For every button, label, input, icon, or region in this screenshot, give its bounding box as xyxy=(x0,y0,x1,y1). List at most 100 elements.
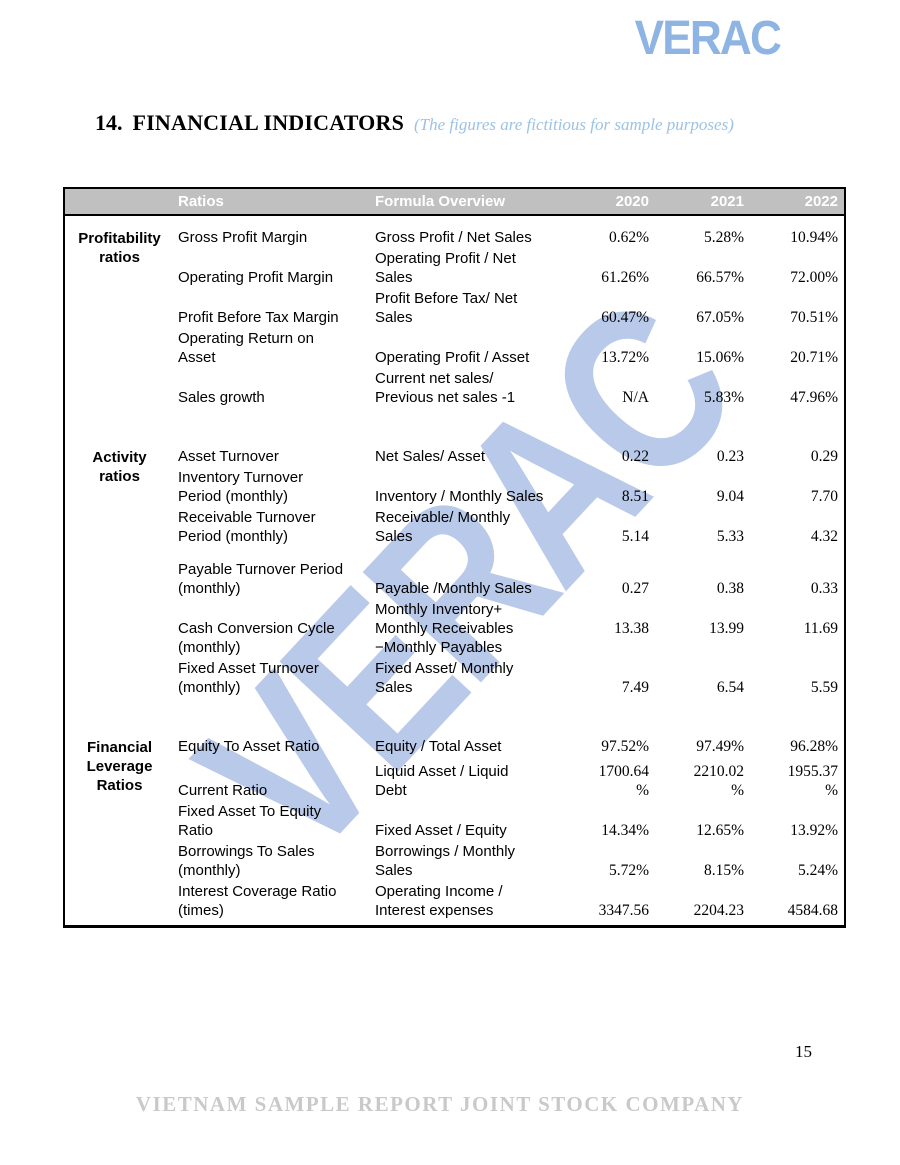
table-row: Sales growth Current net sales/ Previous… xyxy=(174,369,848,407)
formula: Operating Profit / Net Sales xyxy=(375,250,516,286)
value-2022: 20.71% xyxy=(790,349,838,366)
value-2020: 8.51 xyxy=(621,488,649,505)
ratio-name: Equity To Asset Ratio xyxy=(178,738,320,755)
formula: Profit Before Tax/ Net Sales xyxy=(375,290,518,326)
value-2021: 5.28% xyxy=(703,229,744,246)
value-2022: 4.32 xyxy=(810,528,838,545)
formula: Monthly Inventory+ Monthly Receivables −… xyxy=(375,601,514,656)
value-2022: 10.94% xyxy=(790,229,838,246)
col-header-2020: 2020 xyxy=(615,193,649,210)
formula: Equity / Total Asset xyxy=(375,738,502,755)
formula: Operating Income / Interest expenses xyxy=(375,883,503,919)
formula: Fixed Asset / Equity xyxy=(375,822,507,839)
value-2021: 0.23 xyxy=(716,448,744,465)
table-row: Borrowings To Sales (monthly) Borrowings… xyxy=(174,842,848,880)
value-2020: 14.34% xyxy=(601,822,649,839)
value-2022: 5.59 xyxy=(810,679,838,696)
group-rows: Gross Profit Margin Gross Profit / Net S… xyxy=(174,228,848,407)
ratio-name: Fixed Asset Turnover (monthly) xyxy=(178,660,319,696)
group-rows: Asset Turnover Net Sales/ Asset 0.22 0.2… xyxy=(174,447,848,697)
ratio-name: Profit Before Tax Margin xyxy=(178,309,339,326)
ratio-name: Gross Profit Margin xyxy=(178,229,308,246)
value-2020: N/A xyxy=(622,389,649,406)
table-body: Profitability ratios Gross Profit Margin… xyxy=(65,216,844,925)
value-2021: 5.33 xyxy=(716,528,744,545)
company-footer: VIETNAM SAMPLE REPORT JOINT STOCK COMPAN… xyxy=(135,1092,745,1116)
ratio-name: Interest Coverage Ratio (times) xyxy=(178,883,337,919)
value-2022: 1955.37 % xyxy=(787,763,838,799)
col-header-ratios: Ratios xyxy=(178,193,224,210)
group-separator xyxy=(65,697,844,737)
ratio-name: Current Ratio xyxy=(178,782,268,799)
value-2020: 1700.64 % xyxy=(598,763,649,799)
value-2022: 96.28% xyxy=(790,738,838,755)
section-heading: 14. FINANCIAL INDICATORS (The figures are… xyxy=(95,110,734,136)
value-2021: 67.05% xyxy=(696,309,744,326)
group-separator xyxy=(65,407,844,447)
table-row: Fixed Asset Turnover (monthly) Fixed Ass… xyxy=(174,659,848,697)
formula: Fixed Asset/ Monthly Sales xyxy=(375,660,514,696)
table-header-row: Ratios Formula Overview 2020 2021 2022 xyxy=(65,189,844,216)
value-2020: 60.47% xyxy=(601,309,649,326)
section-number: 14. xyxy=(95,110,123,135)
table-row: Operating Profit Margin Operating Profit… xyxy=(174,249,848,287)
table-row: Current Ratio Liquid Asset / Liquid Debt… xyxy=(174,762,848,800)
table-row: Inventory Turnover Period (monthly) Inve… xyxy=(174,468,848,506)
value-2022: 13.92% xyxy=(790,822,838,839)
group-label: Financial Leverage Ratios xyxy=(86,739,153,794)
table-row: Profit Before Tax Margin Profit Before T… xyxy=(174,289,848,327)
ratio-name: Cash Conversion Cycle (monthly) xyxy=(178,620,335,656)
formula: Borrowings / Monthly Sales xyxy=(375,843,516,879)
value-2021: 97.49% xyxy=(696,738,744,755)
col-header-2022: 2022 xyxy=(804,193,838,210)
table-row: Interest Coverage Ratio (times) Operatin… xyxy=(174,882,848,920)
group-profitability-ratios: Profitability ratios Gross Profit Margin… xyxy=(65,228,844,407)
value-2022: 0.29 xyxy=(810,448,838,465)
ratio-name: Operating Profit Margin xyxy=(178,269,334,286)
formula: Net Sales/ Asset xyxy=(375,448,486,465)
value-2020: 0.27 xyxy=(621,580,649,597)
col-header-2021: 2021 xyxy=(710,193,744,210)
ratio-name: Sales growth xyxy=(178,389,265,406)
formula: Current net sales/ Previous net sales -1 xyxy=(375,370,516,406)
group-label: Activity ratios xyxy=(92,449,147,485)
ratio-name: Inventory Turnover Period (monthly) xyxy=(178,469,304,505)
value-2020: 13.72% xyxy=(601,349,649,366)
formula: Gross Profit / Net Sales xyxy=(375,229,532,246)
verac-logo: VERAC xyxy=(634,12,782,65)
value-2020: 0.62% xyxy=(608,229,649,246)
financial-indicators-table: Ratios Formula Overview 2020 2021 2022 P… xyxy=(63,187,846,928)
value-2020: 3347.56 xyxy=(598,902,649,919)
table-row: Equity To Asset Ratio Equity / Total Ass… xyxy=(174,737,848,756)
value-2022: 7.70 xyxy=(810,488,838,505)
formula: Receivable/ Monthly Sales xyxy=(375,509,511,545)
value-2021: 6.54 xyxy=(716,679,744,696)
value-2022: 11.69 xyxy=(803,620,838,637)
value-2022: 72.00% xyxy=(790,269,838,286)
group-financial-leverage-ratios: Financial Leverage Ratios Equity To Asse… xyxy=(65,737,844,920)
value-2021: 8.15% xyxy=(703,862,744,879)
table-row: Asset Turnover Net Sales/ Asset 0.22 0.2… xyxy=(174,447,848,466)
table-row: Fixed Asset To Equity Ratio Fixed Asset … xyxy=(174,802,848,840)
formula: Inventory / Monthly Sales xyxy=(375,488,544,505)
group-activity-ratios: Activity ratios Asset Turnover Net Sales… xyxy=(65,447,844,697)
value-2020: 7.49 xyxy=(621,679,649,696)
value-2021: 15.06% xyxy=(696,349,744,366)
group-label: Profitability ratios xyxy=(78,230,161,266)
value-2021: 2204.23 xyxy=(693,902,744,919)
table-row: Cash Conversion Cycle (monthly) Monthly … xyxy=(174,600,848,657)
value-2021: 5.83% xyxy=(703,389,744,406)
value-2021: 9.04 xyxy=(716,488,744,505)
value-2020: 5.72% xyxy=(608,862,649,879)
value-2022: 47.96% xyxy=(790,389,838,406)
table-row: Receivable Turnover Period (monthly) Rec… xyxy=(174,508,848,546)
value-2020: 5.14 xyxy=(621,528,649,545)
value-2021: 66.57% xyxy=(696,269,744,286)
formula: Liquid Asset / Liquid Debt xyxy=(375,763,509,799)
value-2022: 4584.68 xyxy=(787,902,838,919)
value-2020: 13.38 xyxy=(614,620,649,637)
value-2020: 97.52% xyxy=(601,738,649,755)
ratio-name: Operating Return on Asset xyxy=(178,330,314,366)
section-title: FINANCIAL INDICATORS xyxy=(132,110,405,135)
ratio-name: Asset Turnover xyxy=(178,448,279,465)
